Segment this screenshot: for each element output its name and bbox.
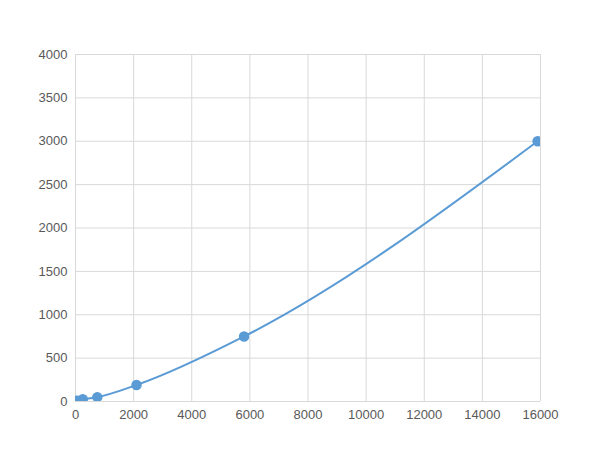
svg-text:3500: 3500	[39, 90, 68, 105]
svg-text:4000: 4000	[177, 407, 206, 422]
svg-text:2000: 2000	[39, 220, 68, 235]
svg-text:3000: 3000	[39, 133, 68, 148]
svg-text:4000: 4000	[39, 47, 68, 62]
svg-text:1000: 1000	[39, 307, 68, 322]
svg-text:6000: 6000	[235, 407, 264, 422]
svg-text:0: 0	[60, 394, 67, 409]
svg-text:500: 500	[46, 350, 68, 365]
svg-text:14000: 14000	[464, 407, 500, 422]
svg-text:12000: 12000	[406, 407, 442, 422]
svg-text:0: 0	[72, 407, 79, 422]
svg-text:8000: 8000	[294, 407, 323, 422]
svg-text:10000: 10000	[348, 407, 384, 422]
svg-text:2000: 2000	[119, 407, 148, 422]
svg-text:16000: 16000	[522, 407, 558, 422]
svg-text:2500: 2500	[39, 177, 68, 192]
svg-text:1500: 1500	[39, 264, 68, 279]
